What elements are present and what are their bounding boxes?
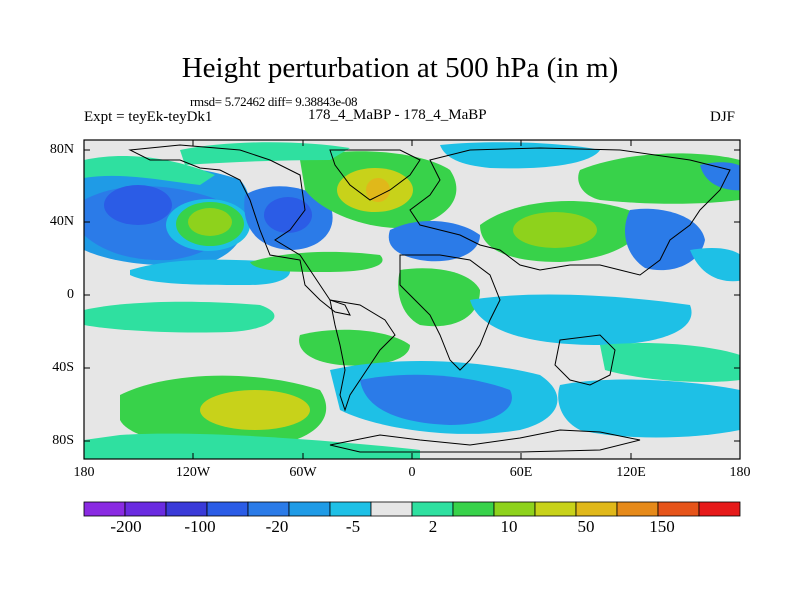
coastline-antarctica	[329, 429, 641, 453]
x-tick-label: 120W	[175, 465, 211, 480]
colorbar-label: 2	[428, 517, 438, 536]
y-tick-label: 40S	[52, 360, 74, 375]
colorbar-swatch	[206, 501, 249, 517]
coastline-australia	[554, 334, 616, 386]
colorbar-swatch	[575, 501, 618, 517]
y-tick-label: 80S	[52, 433, 74, 448]
contour-field	[84, 142, 740, 459]
colorbar-swatch	[83, 501, 126, 517]
coastline-greenland	[329, 149, 421, 201]
colorbar-swatch	[411, 501, 454, 517]
colorbar	[83, 501, 741, 517]
colorbar-swatch	[165, 501, 208, 517]
coastline-eurasia	[409, 147, 731, 276]
contour-cyan-east-pacific	[690, 248, 740, 282]
coastline-samerica	[329, 299, 396, 412]
colorbar-swatch	[534, 501, 577, 517]
colorbar-label: -100	[184, 517, 216, 536]
colorbar-swatch	[657, 501, 700, 517]
ticks	[84, 140, 740, 459]
coastline-namerica	[128, 144, 351, 316]
colorbar-label: 50	[577, 517, 595, 536]
colorbar-swatch	[288, 501, 331, 517]
contour-green-south-pacific-east	[600, 343, 740, 382]
colorbar-label: 150	[649, 517, 675, 536]
contour-cyan-band-atlantic	[130, 259, 290, 285]
contour-blue-south-indian	[360, 374, 512, 425]
contour-yellow-southern-pacific	[200, 390, 310, 430]
contour-cyan-tropical-pacific	[84, 301, 275, 333]
colorbar-swatch	[493, 501, 536, 517]
contour-deep-blue-east-namerica	[264, 197, 312, 233]
y-tick-label: 40N	[49, 214, 74, 229]
contour-blue-east-europe	[388, 220, 480, 262]
contour-blue-far-east	[700, 162, 740, 191]
contour-green-north-pacific-east	[578, 153, 740, 204]
colorbar-swatch	[329, 501, 372, 517]
stats-label: rmsd= 5.72462 diff= 9.38843e-08	[190, 94, 358, 109]
coastline-africa	[399, 254, 501, 371]
x-tick-label: 60W	[289, 465, 317, 480]
colorbar-swatch	[452, 501, 495, 517]
x-tick-label: 180	[73, 465, 95, 480]
contour-green-arctic	[180, 142, 350, 165]
coastlines	[128, 144, 731, 453]
contour-yellow-asia	[513, 212, 597, 248]
x-tick-label: 180	[729, 465, 751, 480]
contour-cyan-antarctic	[84, 433, 420, 459]
colorbar-swatch	[124, 501, 167, 517]
season-label: DJF	[710, 109, 736, 125]
contour-yellow-blob-namerica	[188, 208, 232, 236]
contour-blue-east-asia	[625, 208, 705, 271]
x-tick-label: 60E	[509, 465, 533, 480]
y-tick-label: 0	[67, 287, 74, 302]
colorbar-label: -5	[345, 517, 361, 536]
colorbar-swatch	[616, 501, 659, 517]
contour-green-south-atlantic	[299, 329, 410, 366]
y-tick-label: 80N	[49, 142, 74, 157]
colorbar-swatch	[370, 501, 413, 517]
experiment-label: Expt = teyEk-teyDk1	[84, 109, 213, 125]
colorbar-swatch	[247, 501, 290, 517]
colorbar-swatch	[698, 501, 741, 517]
runs-label: 178_4_MaBP - 178_4_MaBP	[308, 107, 487, 123]
contour-green-northeast-pacific	[84, 155, 215, 185]
contour-green-tropical-africa	[398, 268, 480, 327]
colorbar-label: -200	[110, 517, 142, 536]
contour-cyan-tropical-indian	[470, 294, 692, 345]
x-tick-label: 0	[408, 465, 416, 480]
contour-orange-north-atlantic	[366, 178, 390, 202]
colorbar-label: -20	[265, 517, 289, 536]
x-tick-label: 120E	[616, 465, 646, 480]
plot-title: Height perturbation at 500 hPa (in m)	[181, 52, 619, 84]
contour-deep-blue-pacific	[104, 185, 172, 225]
contour-cyan-south-pacific-east	[558, 379, 740, 438]
colorbar-label: 10	[500, 517, 518, 536]
